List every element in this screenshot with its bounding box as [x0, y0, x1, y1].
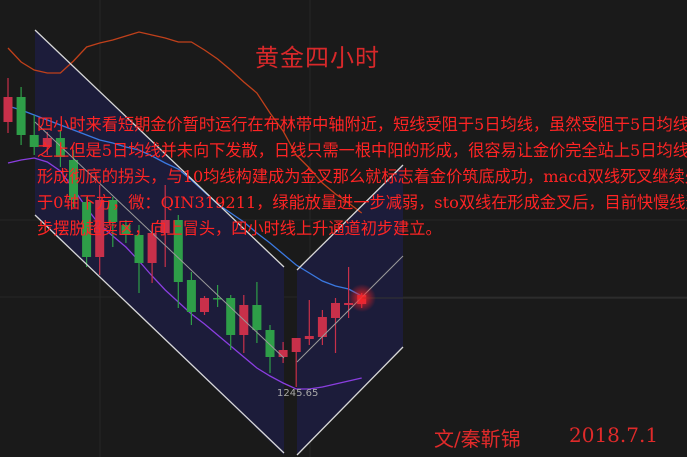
- candle-body: [16, 97, 26, 135]
- analysis-line: 于0轴下方，微：QIN319211，绿能放量进一步减弱，sto双线在形成金叉后，…: [37, 193, 687, 212]
- candle-body: [331, 303, 340, 318]
- candle: [29, 115, 39, 155]
- candle: [186, 272, 196, 325]
- candle-body: [226, 298, 236, 335]
- channel-middle-line[interactable]: [296, 255, 404, 363]
- candle-body: [200, 298, 209, 312]
- candle-body: [3, 97, 13, 122]
- candle: [3, 78, 13, 133]
- analysis-line: 形成彻底的拐头，与10均线构建成为金叉那么就标志着金价筑底成功，macd双线死叉…: [37, 167, 687, 186]
- candle-body: [186, 280, 196, 312]
- candle: [213, 285, 223, 307]
- candle-body: [42, 138, 52, 147]
- candle-body: [134, 235, 144, 263]
- candle: [317, 310, 327, 345]
- candle-body: [160, 220, 170, 233]
- candle: [304, 300, 314, 345]
- candle-body: [95, 200, 105, 257]
- analysis-line: 四小时来看短期金价暂时运行在布林带中轴附近，短线受阻于5日均线，虽然受阻于5日均…: [37, 115, 687, 134]
- date: 2018.7.1: [569, 423, 659, 447]
- descending-channel-area: [35, 30, 284, 455]
- candle-body: [108, 200, 118, 222]
- candle-body: [55, 138, 65, 157]
- lower-band-line: [7, 157, 362, 390]
- candle: [226, 295, 236, 350]
- candle: [108, 197, 118, 247]
- candle: [344, 267, 354, 318]
- candle: [173, 215, 183, 308]
- analysis-line: 步摆脱超卖区，向上冒头，四小时线上升通道初步建立。: [37, 219, 442, 238]
- candle-body: [29, 135, 39, 147]
- candle-body: [278, 350, 288, 357]
- low-price-label: 1245.65: [277, 388, 319, 399]
- candle-body: [317, 317, 327, 337]
- candle-body: [173, 220, 183, 282]
- candle: [331, 298, 340, 353]
- analysis-text: 四小时来看短期金价暂时运行在布林带中轴附近，短线受阻于5日均线，虽然受阻于5日均…: [37, 112, 687, 242]
- candle: [95, 185, 105, 275]
- candle: [200, 296, 209, 315]
- candle: [121, 220, 131, 243]
- candle-body: [344, 303, 354, 305]
- candle: [69, 150, 78, 207]
- analysis-line: 之上但是5日均线并未向下发散，日线只需一根中阳的形成，很容易让金价完全站上5日均…: [37, 141, 687, 160]
- candle-body: [82, 202, 92, 257]
- middle-band-line: [7, 105, 363, 297]
- candle: [82, 197, 92, 267]
- candle: [16, 87, 26, 145]
- candle-body: [121, 225, 131, 235]
- channel-upper-line[interactable]: [34, 29, 285, 268]
- chart-title: 黄金四小时: [255, 44, 380, 72]
- candle-body: [252, 305, 262, 330]
- ascending-channel-area: [297, 165, 403, 455]
- author: 文/秦靳锦: [434, 427, 521, 451]
- candle-body: [265, 330, 275, 357]
- candle: [160, 185, 170, 267]
- candle: [291, 338, 301, 387]
- candle: [42, 132, 52, 155]
- candle-body: [147, 233, 157, 263]
- channel-lower-line[interactable]: [34, 214, 285, 454]
- channel-upper-line[interactable]: [296, 164, 404, 271]
- upper-band-line: [7, 31, 363, 214]
- descending-channel: [34, 29, 285, 454]
- candle-body: [69, 160, 78, 200]
- candle: [134, 225, 144, 293]
- channel-lower-line[interactable]: [296, 346, 404, 456]
- candle-body: [291, 338, 301, 352]
- candle: [55, 130, 65, 167]
- ascending-channel: [296, 164, 404, 456]
- last-price-glow: [348, 284, 376, 312]
- candle-body: [304, 336, 314, 339]
- candle: [147, 225, 157, 283]
- candle: [278, 342, 288, 363]
- channel-middle-line[interactable]: [34, 121, 285, 359]
- candle: [265, 325, 275, 373]
- candle-body: [213, 298, 223, 300]
